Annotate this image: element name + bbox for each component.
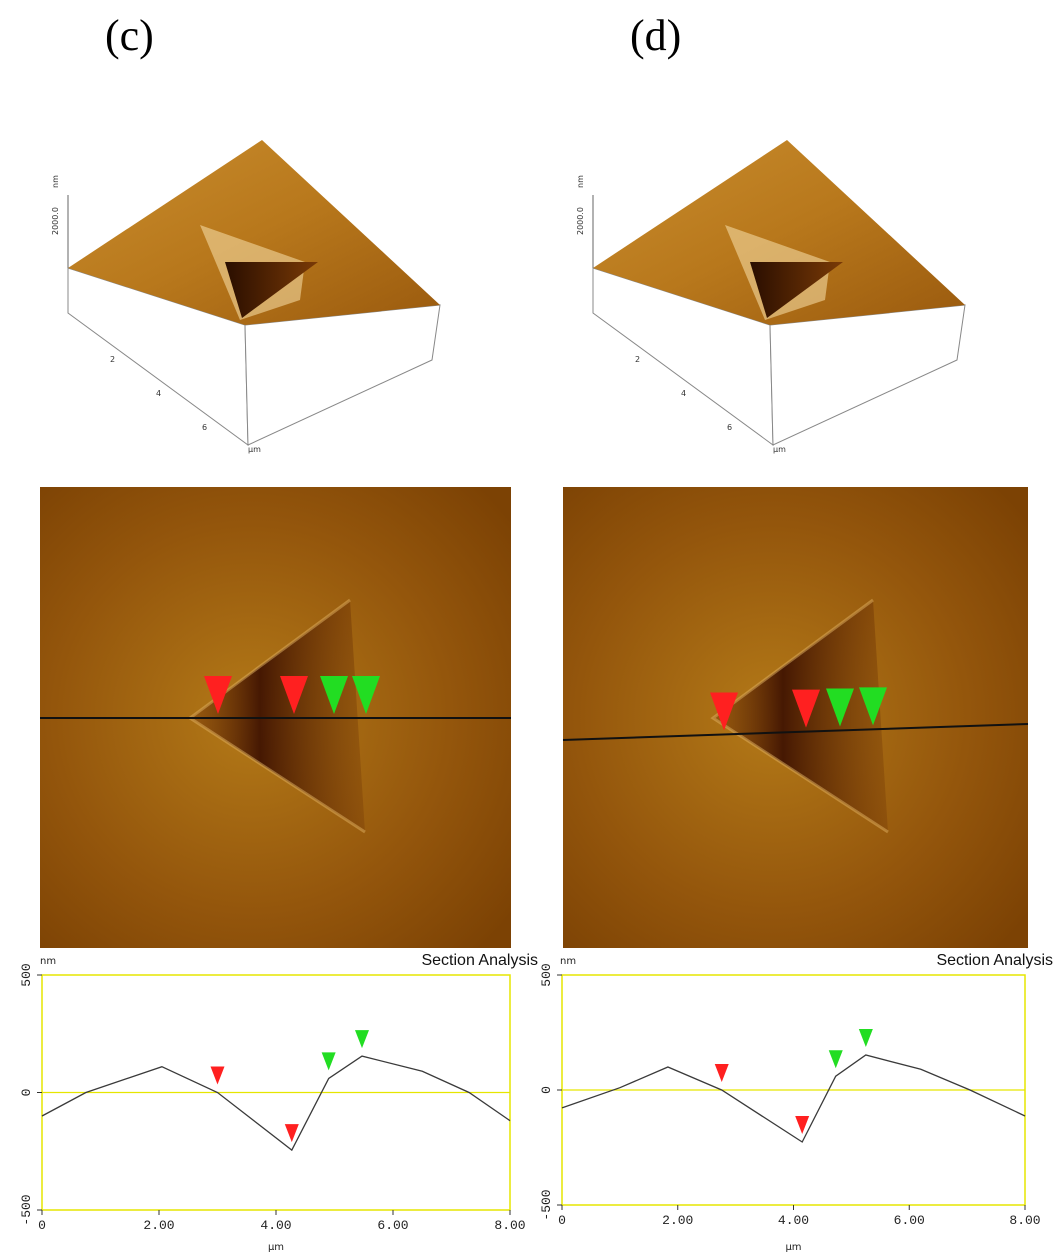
y-tick-label: 0	[19, 1089, 34, 1097]
y-axis-label: nm	[560, 956, 576, 967]
chart-title: Section Analysis	[936, 952, 1053, 969]
chart-title: Section Analysis	[421, 952, 538, 969]
y-tick-label: 500	[19, 963, 34, 986]
x-axis-label: µm	[785, 1242, 801, 1253]
x-tick-label: 0	[38, 1218, 46, 1233]
page: {"panels":[ {"label":"(c)","surface_axes…	[0, 0, 1061, 1258]
panel-label: (d)	[630, 11, 681, 60]
x-axis-label: µm	[268, 1242, 284, 1253]
surface-tick: 6	[202, 423, 207, 432]
x-tick-label: 2.00	[143, 1218, 174, 1233]
figure: (c) nm 2000.0 2 4 6 µm (d) nm 2000.0 2 4 6 µm Section …	[0, 0, 1061, 1258]
surface-right-side	[770, 305, 965, 445]
y-tick-label: -500	[19, 1194, 34, 1225]
panel-label: (c)	[105, 11, 154, 60]
y-tick-label: 500	[539, 963, 554, 986]
z-value: 2000.0	[51, 207, 60, 235]
surface-unit: µm	[248, 445, 261, 454]
y-axis-label: nm	[40, 956, 56, 967]
x-tick-label: 6.00	[377, 1218, 408, 1233]
surface-tick: 4	[156, 389, 161, 398]
y-tick-label: -500	[539, 1189, 554, 1220]
x-tick-label: 8.00	[1009, 1213, 1040, 1228]
z-unit: nm	[51, 175, 60, 188]
y-tick-label: 0	[539, 1086, 554, 1094]
x-tick-label: 6.00	[894, 1213, 925, 1228]
x-tick-label: 8.00	[494, 1218, 525, 1233]
surface-tick: 4	[681, 389, 686, 398]
x-tick-label: 4.00	[260, 1218, 291, 1233]
z-unit: nm	[576, 175, 585, 188]
surface-tick: 2	[110, 355, 115, 364]
surface-unit: µm	[773, 445, 786, 454]
surface-tick: 6	[727, 423, 732, 432]
z-value: 2000.0	[576, 207, 585, 235]
surface-right-side	[245, 305, 440, 445]
x-tick-label: 4.00	[778, 1213, 809, 1228]
surface-tick: 2	[635, 355, 640, 364]
x-tick-label: 2.00	[662, 1213, 693, 1228]
x-tick-label: 0	[558, 1213, 566, 1228]
